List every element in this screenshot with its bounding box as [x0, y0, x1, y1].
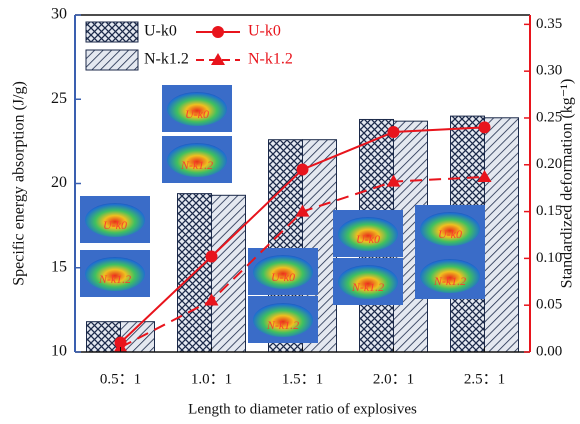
marker — [479, 121, 491, 133]
x-tick-label: 1.0：1 — [191, 371, 232, 387]
legend-label: U-k0 — [248, 23, 281, 40]
inset-label: U-k0 — [438, 227, 462, 241]
inset-label: N-k1.2 — [351, 280, 384, 294]
inset-label: N-k1.2 — [266, 318, 299, 332]
y2-tick-label: 0.35 — [536, 16, 562, 32]
y2-tick-label: 0.00 — [536, 343, 562, 359]
inset-label: U-k0 — [356, 232, 380, 246]
y-tick-label: 10 — [51, 343, 67, 360]
bar — [485, 118, 519, 352]
y-tick-label: 20 — [51, 174, 67, 191]
y-tick-label: 30 — [51, 6, 67, 23]
legend-swatch — [86, 50, 138, 70]
y-tick-label: 25 — [51, 90, 67, 107]
inset-label: U-k0 — [271, 270, 295, 284]
y-tick-label: 15 — [51, 258, 67, 275]
legend-swatch — [86, 22, 138, 42]
y2-tick-label: 0.05 — [536, 297, 562, 313]
y2-axis-title: Standardized deformation (kg⁻¹) — [559, 79, 576, 289]
legend-marker — [212, 26, 224, 38]
x-tick-label: 2.5：1 — [464, 371, 505, 387]
inset-label: U-k0 — [103, 218, 127, 232]
x-tick-label: 2.0：1 — [373, 371, 414, 387]
y2-tick-label: 0.30 — [536, 63, 562, 79]
marker — [388, 126, 400, 138]
chart: U-k0 N-k1.2 U-k0 N-k1.2 U-k0 N-k1.2 U-k0 N-k1.2… — [0, 0, 580, 424]
inset-label: N-k1.2 — [433, 274, 466, 288]
inset-label: N-k1.2 — [180, 158, 213, 172]
y-axis-title: Specific energy absorption (J/g) — [11, 81, 28, 286]
x-tick-label: 1.5：1 — [282, 371, 323, 387]
bar — [87, 322, 121, 352]
x-axis-title: Length to diameter ratio of explosives — [188, 401, 417, 417]
x-tick-label: 0.5：1 — [100, 371, 141, 387]
inset-label: U-k0 — [185, 107, 209, 121]
marker — [206, 251, 218, 263]
legend-label: N-k1.2 — [248, 51, 293, 68]
legend-label: U-k0 — [144, 23, 177, 40]
inset-label: N-k1.2 — [98, 272, 131, 286]
marker — [297, 163, 309, 175]
legend-label: N-k1.2 — [144, 51, 189, 68]
